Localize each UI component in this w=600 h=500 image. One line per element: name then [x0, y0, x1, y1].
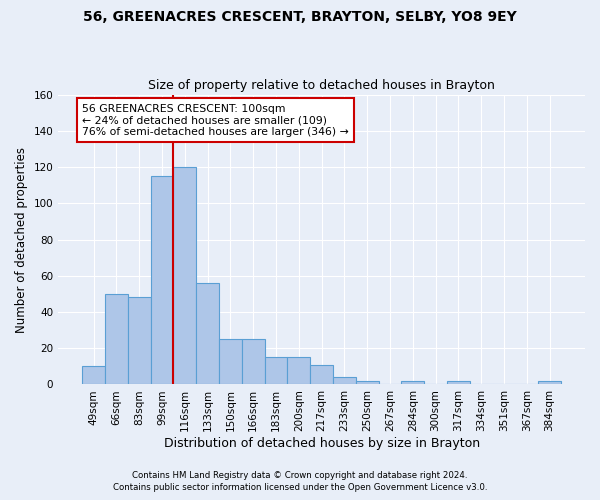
Y-axis label: Number of detached properties: Number of detached properties [15, 146, 28, 332]
Bar [173, 167, 196, 384]
Bar [151, 176, 173, 384]
Bar [447, 381, 470, 384]
Text: Contains HM Land Registry data © Crown copyright and database right 2024.
Contai: Contains HM Land Registry data © Crown c… [113, 471, 487, 492]
Bar [356, 381, 379, 384]
Bar [82, 366, 105, 384]
Bar [333, 377, 356, 384]
Text: 56, GREENACRES CRESCENT, BRAYTON, SELBY, YO8 9EY: 56, GREENACRES CRESCENT, BRAYTON, SELBY,… [83, 10, 517, 24]
Bar [287, 358, 310, 384]
Title: Size of property relative to detached houses in Brayton: Size of property relative to detached ho… [148, 79, 495, 92]
Bar [219, 339, 242, 384]
Bar [310, 364, 333, 384]
Text: 56 GREENACRES CRESCENT: 100sqm
← 24% of detached houses are smaller (109)
76% of: 56 GREENACRES CRESCENT: 100sqm ← 24% of … [82, 104, 349, 137]
Bar [538, 381, 561, 384]
Bar [128, 298, 151, 384]
Bar [265, 358, 287, 384]
Bar [242, 339, 265, 384]
Bar [401, 381, 424, 384]
Bar [196, 283, 219, 384]
X-axis label: Distribution of detached houses by size in Brayton: Distribution of detached houses by size … [164, 437, 479, 450]
Bar [105, 294, 128, 384]
